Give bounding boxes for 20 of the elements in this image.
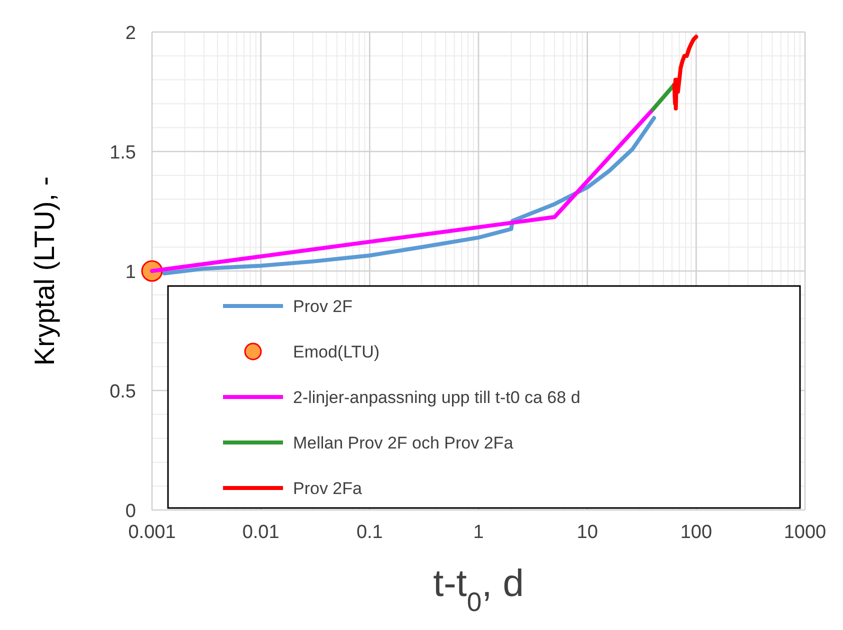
x-tick-label: 0.01 (242, 522, 280, 543)
legend-label: Prov 2Fa (293, 479, 363, 498)
x-axis-title: t-t$_{0}$, d (433, 563, 524, 617)
x-tick-label: 1 (473, 522, 484, 543)
x-tick-label: 0.1 (356, 522, 383, 543)
y-tick-label: 1.5 (110, 142, 136, 164)
x-tick-label: 0.001 (128, 522, 176, 543)
legend-label: Prov 2F (293, 297, 353, 316)
y-tick-label: 0 (125, 501, 136, 522)
legend-label: Mellan Prov 2F och Prov 2Fa (293, 434, 514, 452)
x-tick-label: 10 (576, 522, 598, 543)
y-tick-label: 2 (125, 23, 136, 44)
legend-label: Emod(LTU) (293, 342, 380, 362)
x-tick-label: 100 (680, 522, 712, 543)
legend-label: 2-linjer-anpassning upp till t-t0 ca 68 d (293, 388, 580, 407)
y-axis-title: Kryptal (LTU), - (29, 176, 60, 366)
y-tick-label: 1 (125, 262, 136, 283)
line-series (672, 34, 698, 110)
y-tick-label: 0.5 (110, 382, 136, 402)
x-tick-label: 1000 (784, 522, 826, 543)
